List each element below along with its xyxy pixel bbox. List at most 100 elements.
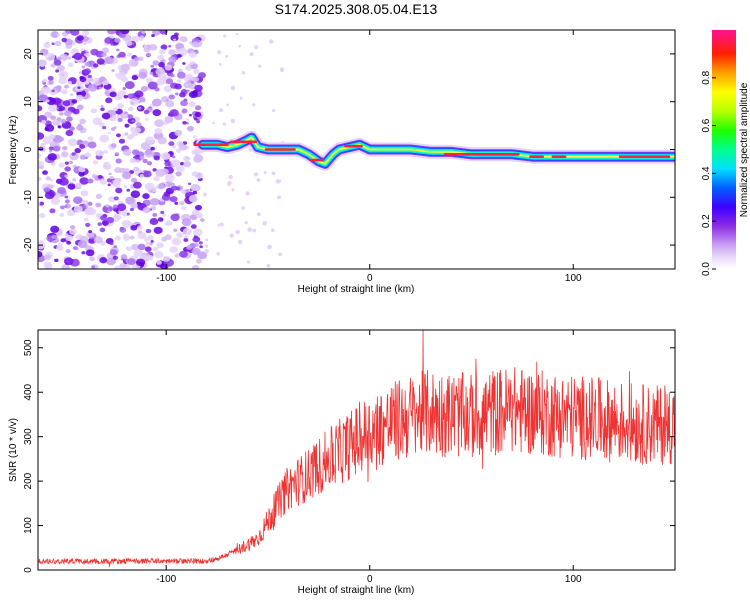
spectrogram-noise-blob: [164, 115, 174, 124]
spectrogram-noise-blob: [156, 260, 162, 265]
spectrogram-noise-blob: [39, 201, 45, 206]
spectrogram-noise-blob: [122, 212, 128, 217]
spectrogram-noise-blob: [171, 237, 182, 246]
spectrogram-noise-blob: [101, 52, 107, 57]
spectrogram-noise-blob: [114, 152, 120, 156]
spectrogram-noise-blob: [51, 42, 55, 46]
spectrogram-noise-blob: [63, 110, 72, 117]
spectrogram-noise-blob: [160, 152, 171, 160]
spectrogram-noise-blob: [38, 250, 43, 258]
figure-title: S174.2025.308.05.04.E13: [275, 1, 438, 17]
spectrogram-noise-blob: [121, 220, 132, 228]
spectrogram-noise-blob: [134, 90, 144, 98]
spectrogram-noise-blob: [152, 60, 160, 66]
spectrogram-noise-blob: [83, 68, 92, 75]
spectrogram-noise-blob: [127, 106, 134, 112]
spectrogram-noise-blob: [192, 228, 203, 237]
spectrogram-noise-blob: [50, 225, 60, 233]
spectrogram-noise-blob: [88, 230, 93, 234]
spectrogram-noise-blob: [130, 203, 138, 209]
spectrogram-noise-blob: [117, 90, 127, 98]
spectrogram-noise-blob: [246, 260, 251, 264]
spectrogram-noise-blob: [65, 234, 74, 242]
spectrogram-noise-blob: [120, 30, 130, 35]
spectrogram-noise-blob: [188, 101, 196, 108]
spectrogram-noise-blob: [228, 174, 233, 180]
spectrogram-noise-blob: [40, 64, 45, 67]
spectrogram-noise-blob: [55, 69, 60, 73]
spectrogram-noise-blob: [144, 246, 152, 252]
spectrogram-noise-region: [38, 30, 285, 269]
spectrogram-noise-blob: [157, 137, 167, 145]
spectrogram-noise-blob: [176, 232, 184, 238]
spectrogram-noise-blob: [47, 153, 57, 161]
spectrogram-noise-blob: [170, 185, 178, 191]
spectrogram-noise-blob: [153, 176, 160, 182]
spectrogram-noise-blob: [169, 196, 178, 203]
spectrogram-xtick-label: 0: [367, 273, 373, 284]
spectrogram-noise-blob: [108, 172, 112, 176]
spectrogram-noise-blob: [107, 206, 114, 212]
spectrogram-noise-blob: [44, 127, 50, 132]
spectrogram-noise-blob: [172, 159, 181, 166]
spectrogram-noise-blob: [100, 215, 107, 221]
spectrogram-noise-blob: [151, 98, 162, 107]
spectrogram-noise-blob: [140, 85, 148, 92]
spectrogram-noise-blob: [127, 258, 136, 266]
spectrogram-noise-blob: [45, 87, 51, 91]
spectrogram-noise-blob: [219, 222, 224, 227]
spectrogram-noise-blob: [56, 33, 61, 37]
spectrogram-noise-blob: [65, 129, 74, 137]
spectrogram-noise-blob: [123, 132, 128, 137]
spectrogram-noise-blob: [225, 54, 229, 58]
spectrogram-noise-blob: [152, 246, 159, 252]
spectrogram-noise-blob: [60, 238, 66, 243]
spectrogram-noise-blob: [58, 162, 66, 168]
spectrogram-noise-blob: [126, 188, 131, 192]
colorbar-label: Normalized spectral amplitude: [739, 82, 750, 217]
spectrogram-noise-blob: [106, 257, 116, 266]
spectrogram-noise-blob: [120, 254, 128, 260]
spectrogram-noise-blob: [179, 250, 188, 258]
spectrogram-noise-blob: [131, 243, 140, 251]
spectrogram-noise-blob: [74, 147, 82, 154]
spectrogram-noise-blob: [133, 181, 142, 189]
spectrogram-noise-blob: [49, 150, 53, 153]
spectrogram-noise-blob: [179, 92, 186, 98]
spectrogram-noise-blob: [51, 234, 58, 240]
spectrogram-noise-blob: [56, 85, 62, 90]
spectrogram-noise-blob: [268, 39, 274, 44]
spectrogram-noise-blob: [125, 40, 133, 46]
spectrogram-noise-blob: [38, 132, 45, 140]
spectrogram-noise-blob: [55, 137, 60, 141]
spectrogram-noise-blob: [218, 62, 222, 66]
spectrogram-noise-blob: [61, 264, 70, 269]
spectrogram-noise-blob: [79, 144, 86, 149]
spectrogram-noise-blob: [173, 38, 177, 41]
spectrogram-ylabel: Frequency (Hz): [8, 116, 19, 185]
spectrogram-noise-blob: [137, 106, 142, 110]
spectrogram-noise-blob: [189, 214, 198, 221]
spectrogram-noise-blob: [189, 61, 195, 65]
colorbar-ticks: 0.0 0.2 0.4 0.6 0.8: [701, 70, 716, 276]
spectrogram-noise-blob: [191, 264, 200, 269]
spectrogram-noise-blob: [168, 222, 173, 226]
spectrogram-noise-blob: [124, 81, 135, 89]
spectrogram-noise-blob: [112, 178, 120, 185]
spectrogram-noise-blob: [112, 107, 118, 112]
spectrogram-noise-blob: [154, 251, 164, 259]
spectrogram-noise-blob: [95, 202, 102, 208]
spectrogram-noise-blob: [217, 223, 221, 227]
spectrogram-noise-blob: [152, 168, 157, 172]
spectrogram-noise-blob: [252, 103, 256, 107]
spectrogram-noise-blob: [77, 123, 82, 127]
spectrogram-noise-blob: [163, 85, 173, 93]
spectrogram-noise-blob: [48, 80, 55, 85]
spectrogram-noise-blob: [64, 195, 69, 199]
spectrogram-noise-blob: [129, 98, 139, 106]
spectrogram-noise-blob: [76, 104, 84, 111]
spectrogram-noise-blob: [159, 30, 168, 35]
snr-ytick-label: 400: [23, 383, 34, 400]
spectrogram-noise-blob: [79, 76, 87, 83]
spectrogram-noise-blob: [130, 177, 138, 183]
